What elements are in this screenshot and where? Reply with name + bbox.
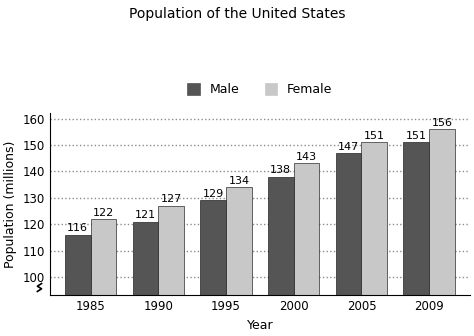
Bar	[429, 129, 455, 336]
Bar	[362, 142, 387, 336]
Text: 156: 156	[431, 118, 453, 128]
Text: 129: 129	[202, 189, 224, 199]
Bar	[65, 235, 91, 336]
Text: 147: 147	[338, 141, 359, 152]
Bar	[91, 219, 116, 336]
Text: 151: 151	[406, 131, 427, 141]
Bar	[201, 200, 226, 336]
Text: 116: 116	[67, 223, 88, 234]
Bar	[403, 142, 429, 336]
Text: 122: 122	[93, 208, 114, 218]
Bar	[133, 221, 158, 336]
Bar	[226, 187, 252, 336]
Text: 121: 121	[135, 210, 156, 220]
Text: Population of the United States: Population of the United States	[129, 7, 345, 21]
X-axis label: Year: Year	[246, 319, 273, 332]
Text: 143: 143	[296, 152, 317, 162]
Text: 138: 138	[270, 165, 292, 175]
Text: 151: 151	[364, 131, 385, 141]
Bar	[294, 163, 319, 336]
Bar	[336, 153, 362, 336]
Y-axis label: Population (millions): Population (millions)	[4, 141, 17, 268]
Text: 127: 127	[161, 194, 182, 204]
Legend: Male, Female: Male, Female	[183, 80, 336, 100]
Bar	[158, 206, 184, 336]
Text: 134: 134	[228, 176, 249, 186]
Bar	[268, 177, 294, 336]
